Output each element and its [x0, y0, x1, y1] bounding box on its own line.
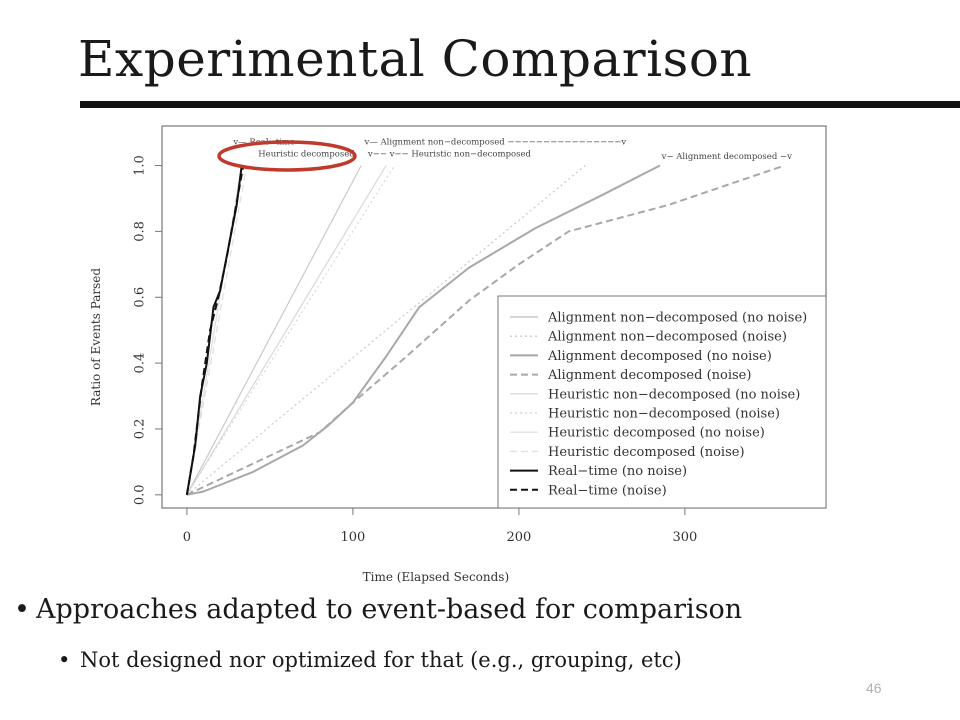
y-tick-label: 0.4 — [133, 353, 148, 374]
line-chart: 0 100 200 300 0.0 0.2 0.4 0.6 0.8 1.0 Time (Elapse… — [89, 125, 827, 584]
chart-annotation: v−− v−− Heuristic non−decomposed — [367, 150, 532, 160]
series-line-4 — [186, 164, 785, 496]
chart-annotation: Heuristic decomposed — [258, 150, 355, 160]
legend-label: Heuristic non−decomposed (noise) — [548, 407, 780, 422]
legend-label: Real−time (no noise) — [548, 464, 687, 479]
page-number: 46 — [866, 680, 882, 696]
y-tick-label: 0.8 — [133, 221, 148, 242]
bullet-dot-icon: • — [14, 594, 30, 625]
legend-label: Alignment decomposed (no noise) — [547, 349, 772, 364]
series-line-3 — [186, 164, 661, 496]
y-tick-label: 1.0 — [133, 155, 148, 176]
bullet-text: Not designed nor optimized for that (e.g… — [80, 648, 682, 672]
legend-label: Alignment non−decomposed (noise) — [547, 330, 787, 345]
x-tick-label: 300 — [672, 530, 697, 545]
y-axis-label: Ratio of Events Parsed — [89, 268, 103, 406]
chart-annotation: v— Alignment non−decomposed −−−−−−−−−−−−… — [364, 137, 627, 147]
y-tick-label: 0.0 — [133, 484, 148, 505]
x-axis-label: Time (Elapsed Seconds) — [363, 570, 510, 584]
series-line-8 — [186, 165, 248, 495]
legend-label: Alignment non−decomposed (no noise) — [547, 311, 807, 326]
series-line-1 — [186, 165, 362, 496]
x-tick-label: 0 — [183, 530, 191, 545]
legend-label: Real−time (noise) — [548, 483, 667, 498]
page-title: Experimental Comparison — [78, 30, 753, 88]
x-tick-label: 200 — [506, 530, 531, 545]
highlight-circle — [217, 140, 357, 172]
series-line-10 — [185, 165, 245, 495]
title-underline — [80, 101, 960, 108]
series-line-2 — [186, 165, 586, 496]
bullet-item-level2: • Not designed nor optimized for that (e.… — [58, 648, 682, 672]
bullet-item-level1: • Approaches adapted to event-based for c… — [14, 594, 742, 625]
series-line-5 — [186, 165, 387, 496]
bullet-dot-icon: • — [58, 648, 71, 672]
bullet-text: Approaches adapted to event-based for co… — [36, 594, 743, 625]
legend-label: Heuristic non−decomposed (no noise) — [548, 387, 800, 402]
x-tick-label: 100 — [340, 530, 365, 545]
legend-label: Alignment decomposed (noise) — [547, 368, 751, 383]
legend-label: Heuristic decomposed (no noise) — [548, 426, 765, 441]
y-tick-label: 0.6 — [133, 287, 148, 308]
chart-annotation: v− Alignment decomposed −v — [661, 152, 792, 162]
y-tick-label: 0.2 — [133, 419, 148, 440]
legend-label: Heuristic decomposed (noise) — [548, 445, 745, 460]
legend-box — [497, 295, 827, 509]
